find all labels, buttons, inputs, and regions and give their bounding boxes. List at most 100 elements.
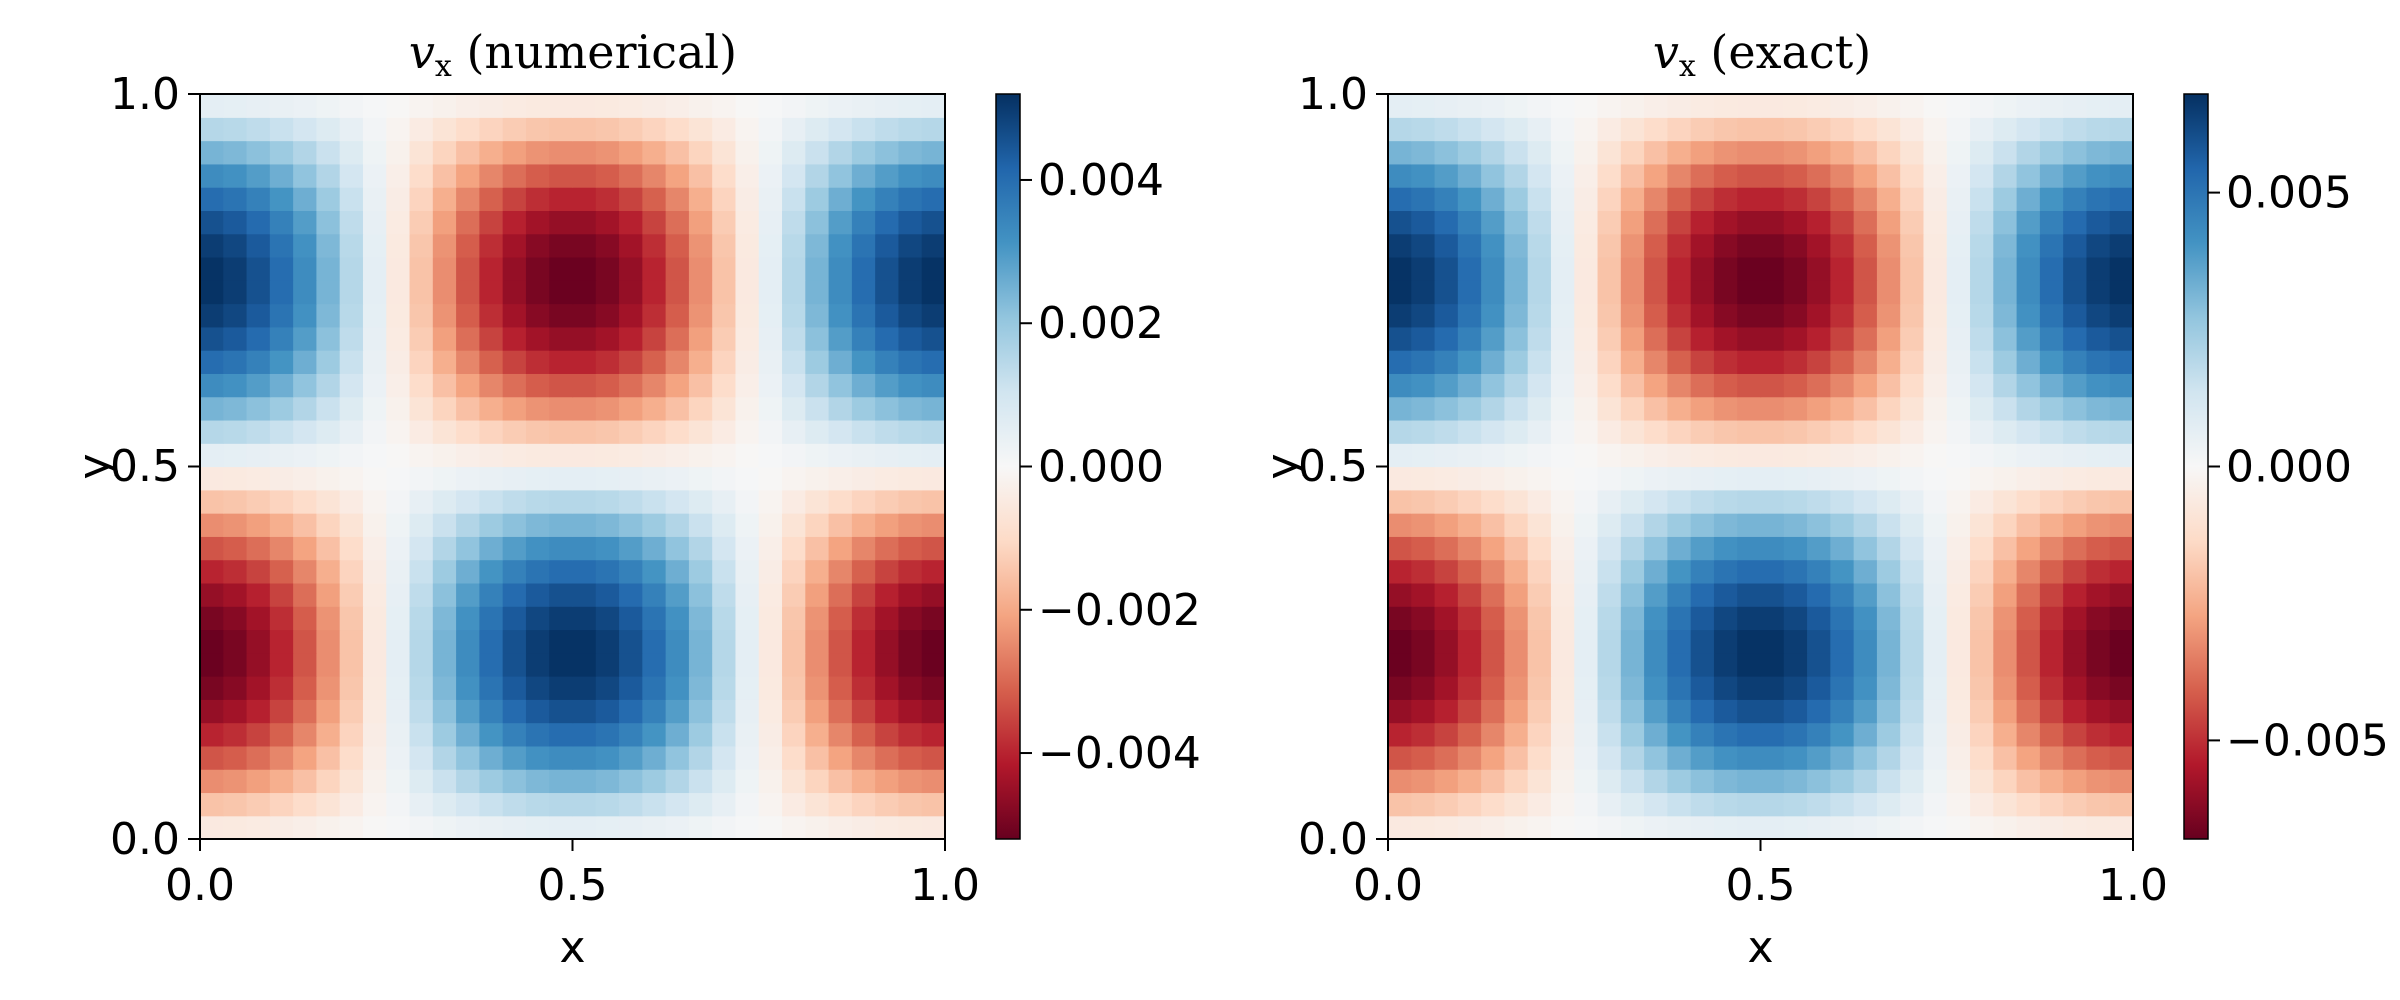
heatmap-cell bbox=[1830, 582, 1855, 607]
heatmap-cell bbox=[2063, 163, 2088, 188]
heatmap-cell bbox=[735, 513, 760, 537]
heatmap-cell bbox=[200, 769, 224, 794]
heatmap-cell bbox=[549, 187, 574, 212]
heatmap-cell bbox=[1388, 489, 1412, 514]
heatmap-cell bbox=[1876, 536, 1901, 561]
heatmap-cell bbox=[1760, 256, 1785, 281]
heatmap-cell bbox=[1388, 652, 1412, 677]
heatmap-cell bbox=[875, 629, 900, 654]
heatmap-cell bbox=[1807, 443, 1831, 468]
heatmap-cell bbox=[2016, 722, 2041, 747]
heatmap-cell bbox=[1900, 792, 1925, 817]
heatmap-cell bbox=[432, 745, 457, 770]
heatmap-cell bbox=[339, 606, 364, 631]
heatmap-cell bbox=[2039, 489, 2064, 514]
heatmap-cell bbox=[1946, 582, 1971, 607]
y-axis: 0.0 0.5 1.0 y bbox=[69, 69, 200, 865]
title-text: (exact) bbox=[1696, 25, 1871, 79]
heatmap-cell bbox=[246, 373, 271, 398]
heatmap-cell bbox=[1923, 536, 1948, 561]
heatmap-cell bbox=[1760, 140, 1785, 165]
heatmap-cell bbox=[269, 233, 294, 258]
heatmap-cell bbox=[665, 94, 690, 118]
heatmap-cell bbox=[1481, 187, 1506, 212]
heatmap-cell bbox=[595, 536, 620, 561]
heatmap-cell bbox=[223, 280, 248, 305]
heatmap-cell bbox=[269, 745, 294, 770]
heatmap-cell bbox=[805, 676, 830, 700]
heatmap-cell bbox=[2039, 280, 2064, 305]
heatmap-cell bbox=[1667, 350, 1692, 374]
heatmap-cell bbox=[246, 489, 271, 514]
heatmap-cell bbox=[1807, 582, 1831, 607]
heatmap-cell bbox=[642, 745, 667, 770]
heatmap-cell bbox=[1550, 489, 1575, 514]
heatmap-cell bbox=[1970, 676, 1994, 700]
heatmap-cell bbox=[1900, 256, 1925, 281]
heatmap-cell bbox=[1946, 722, 1971, 747]
heatmap-cell bbox=[223, 815, 248, 840]
heatmap-cell bbox=[1970, 745, 1994, 770]
panel-title: vx (numerical) bbox=[409, 25, 737, 84]
heatmap-cell bbox=[1620, 815, 1645, 840]
heatmap-cell bbox=[386, 233, 411, 258]
heatmap-cell bbox=[362, 280, 387, 305]
heatmap-cell bbox=[1574, 466, 1599, 491]
heatmap-cell bbox=[456, 256, 480, 281]
heatmap-cell bbox=[200, 582, 224, 607]
heatmap-cell bbox=[1690, 466, 1715, 491]
heatmap-cell bbox=[2109, 94, 2134, 118]
heatmap-cell bbox=[200, 652, 224, 677]
heatmap-cell bbox=[1434, 419, 1459, 444]
heatmap-cell bbox=[525, 815, 550, 840]
heatmap-cell bbox=[1713, 256, 1738, 281]
heatmap-cell bbox=[875, 140, 900, 165]
heatmap-cell bbox=[875, 466, 900, 491]
heatmap-cell bbox=[549, 745, 574, 770]
heatmap-cell bbox=[2016, 559, 2041, 584]
heatmap-cell bbox=[1923, 373, 1948, 398]
heatmap-cell bbox=[1690, 373, 1715, 398]
heatmap-cell bbox=[479, 233, 504, 258]
heatmap-cell bbox=[1597, 256, 1622, 281]
heatmap-cell bbox=[1830, 652, 1855, 677]
heatmap-cell bbox=[1690, 652, 1715, 677]
heatmap-cell bbox=[316, 699, 341, 724]
heatmap-cell bbox=[642, 303, 667, 328]
heatmap-cell bbox=[642, 792, 667, 817]
heatmap-cell bbox=[665, 699, 690, 724]
heatmap-cell bbox=[2109, 117, 2134, 142]
heatmap-cell bbox=[1760, 419, 1785, 444]
heatmap-cell bbox=[1946, 606, 1971, 631]
heatmap-cell bbox=[200, 117, 224, 142]
heatmap-cell bbox=[200, 815, 224, 840]
heatmap-cell bbox=[223, 606, 248, 631]
heatmap-cell bbox=[1807, 606, 1831, 631]
heatmap-cell bbox=[223, 582, 248, 607]
heatmap-cell bbox=[549, 652, 574, 677]
heatmap-cell bbox=[572, 606, 597, 631]
heatmap-cell bbox=[595, 699, 620, 724]
heatmap-cell bbox=[851, 745, 876, 770]
heatmap-cell bbox=[2086, 466, 2111, 491]
heatmap-cell bbox=[875, 94, 900, 118]
heatmap-cell bbox=[1620, 489, 1645, 514]
heatmap-cell bbox=[362, 117, 387, 142]
heatmap-cell bbox=[1457, 792, 1482, 817]
heatmap-cell bbox=[1900, 280, 1925, 305]
heatmap-cell bbox=[525, 513, 550, 537]
heatmap-cell bbox=[1644, 606, 1668, 631]
heatmap-cell bbox=[1900, 606, 1925, 631]
heatmap-cell bbox=[1946, 373, 1971, 398]
heatmap-cell bbox=[1550, 140, 1575, 165]
heatmap-cell bbox=[1900, 815, 1925, 840]
heatmap-cell bbox=[898, 699, 923, 724]
heatmap-cell bbox=[269, 140, 294, 165]
heatmap-cell bbox=[2086, 489, 2111, 514]
heatmap-cell bbox=[1970, 815, 1994, 840]
heatmap-cell bbox=[898, 536, 923, 561]
heatmap-cell bbox=[2063, 373, 2088, 398]
heatmap-cell bbox=[1900, 419, 1925, 444]
heatmap-cell bbox=[386, 536, 411, 561]
heatmap-cell bbox=[362, 443, 387, 468]
